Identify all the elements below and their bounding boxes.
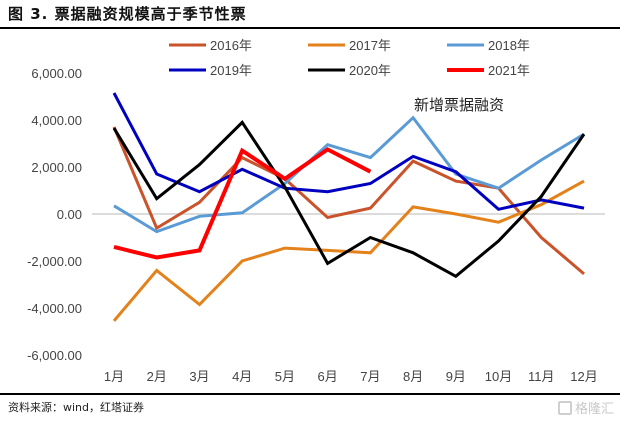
series-line-2021 xyxy=(113,147,372,260)
x-tick-label: 2月 xyxy=(147,369,167,384)
watermark-text: 格隆汇 xyxy=(574,402,614,417)
chart-annotation: 新增票据融资 xyxy=(414,96,504,114)
figure-title: 图 3. 票据融资规模高于季节性票 xyxy=(8,5,247,23)
legend-label: 2019年 xyxy=(210,63,252,78)
y-tick-label: 6,000.00 xyxy=(31,66,82,81)
legend-label: 2020年 xyxy=(349,63,391,78)
x-tick-label: 3月 xyxy=(189,369,209,384)
x-tick-label: 12月 xyxy=(570,369,597,384)
legend-label: 2021年 xyxy=(488,63,530,78)
watermark: 格隆汇 xyxy=(557,398,614,417)
y-tick-label: -4,000.00 xyxy=(27,301,82,316)
x-tick-label: 1月 xyxy=(104,369,124,384)
y-tick-label: -6,000.00 xyxy=(27,348,82,363)
x-axis: 1月 2月 3月 4月 5月 6月 7月 8月 9月 10月 11月 12月 xyxy=(104,369,598,384)
x-tick-label: 5月 xyxy=(275,369,295,384)
source-note: 资料来源：wind，红塔证券 xyxy=(8,401,145,414)
series-line-2020 xyxy=(112,120,586,279)
bottom-rule xyxy=(0,393,620,395)
series-line-2019 xyxy=(112,92,585,211)
x-tick-label: 4月 xyxy=(232,369,252,384)
watermark-logo-icon xyxy=(557,400,572,415)
x-tick-label: 6月 xyxy=(318,369,338,384)
series-line-2016 xyxy=(112,126,585,276)
series-group xyxy=(112,92,586,322)
x-tick-label: 9月 xyxy=(446,369,466,384)
y-tick-label: 2,000.00 xyxy=(31,160,82,175)
y-tick-label: 0.00 xyxy=(57,207,82,222)
series-line-2018 xyxy=(113,115,585,234)
top-rule xyxy=(0,27,620,29)
x-tick-label: 8月 xyxy=(403,369,423,384)
y-tick-label: -2,000.00 xyxy=(27,254,82,269)
y-tick-label: 4,000.00 xyxy=(31,113,82,128)
legend: 2016年 2017年 2018年 2019年 2020年 2021年 xyxy=(169,38,530,78)
x-tick-label: 10月 xyxy=(485,369,512,384)
x-tick-label: 11月 xyxy=(528,369,555,384)
legend-label: 2017年 xyxy=(349,38,391,53)
legend-label: 2018年 xyxy=(488,38,530,53)
x-tick-label: 7月 xyxy=(360,369,380,384)
legend-label: 2016年 xyxy=(210,38,252,53)
y-axis: 6,000.00 4,000.00 2,000.00 0.00 -2,000.00 -4,… xyxy=(27,66,82,363)
